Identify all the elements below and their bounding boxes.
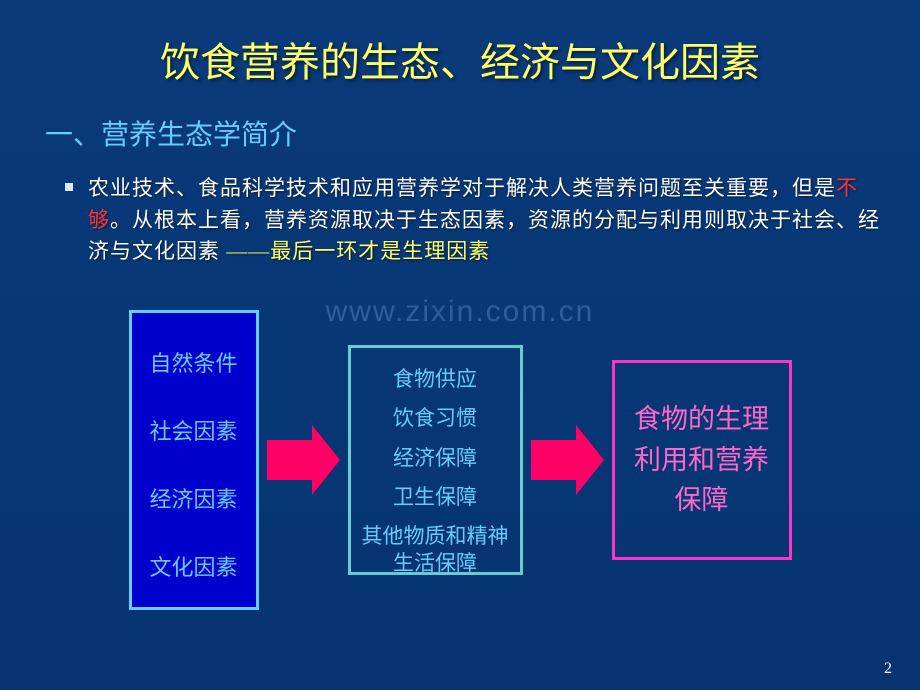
flow-diagram: 自然条件 社会因素 经济因素 文化因素 食物供应 饮食习惯 经济保障 卫生保障 … xyxy=(0,310,920,610)
flow-box-middle: 食物供应 饮食习惯 经济保障 卫生保障 其他物质和精神生活保障 xyxy=(348,345,523,575)
input-item-3: 文化因素 xyxy=(149,550,237,582)
input-item-0: 自然条件 xyxy=(149,346,237,378)
page-number: 2 xyxy=(884,660,892,678)
bullet-seg-3: ——最后一环才是生理因素 xyxy=(226,239,490,263)
bullet-seg-0: 农业技术、食品科学技术和应用营养学对于解决人类营养问题至关重要，但是 xyxy=(88,176,836,200)
input-item-1: 社会因素 xyxy=(149,414,237,446)
flow-box-output: 食物的生理利用和营养保障 xyxy=(612,360,792,560)
input-item-2: 经济因素 xyxy=(149,482,237,514)
mid-item-1: 饮食习惯 xyxy=(393,405,477,432)
arrow-1-body xyxy=(267,440,312,480)
mid-item-3: 卫生保障 xyxy=(393,484,477,511)
flow-box-inputs: 自然条件 社会因素 经济因素 文化因素 xyxy=(129,310,259,610)
bullet-marker-icon xyxy=(65,183,73,191)
slide-container: 饮食营养的生态、经济与文化因素 一、营养生态学简介 农业技术、食品科学技术和应用… xyxy=(0,0,920,690)
section-heading: 一、营养生态学简介 xyxy=(45,113,880,153)
mid-item-4: 其他物质和精神生活保障 xyxy=(359,523,512,578)
mid-item-0: 食物供应 xyxy=(393,366,477,393)
bullet-paragraph: 农业技术、食品科学技术和应用营养学对于解决人类营养问题至关重要，但是不够。从根本… xyxy=(40,173,880,268)
arrow-2 xyxy=(531,425,604,495)
arrow-2-head-icon xyxy=(576,425,604,495)
bullet-text: 农业技术、食品科学技术和应用营养学对于解决人类营养问题至关重要，但是不够。从根本… xyxy=(88,173,880,268)
mid-item-2: 经济保障 xyxy=(393,445,477,472)
arrow-1-head-icon xyxy=(312,425,340,495)
output-text: 食物的生理利用和营养保障 xyxy=(630,399,774,521)
arrow-2-body xyxy=(531,440,576,480)
slide-title: 饮食营养的生态、经济与文化因素 xyxy=(40,30,880,88)
arrow-1 xyxy=(267,425,340,495)
